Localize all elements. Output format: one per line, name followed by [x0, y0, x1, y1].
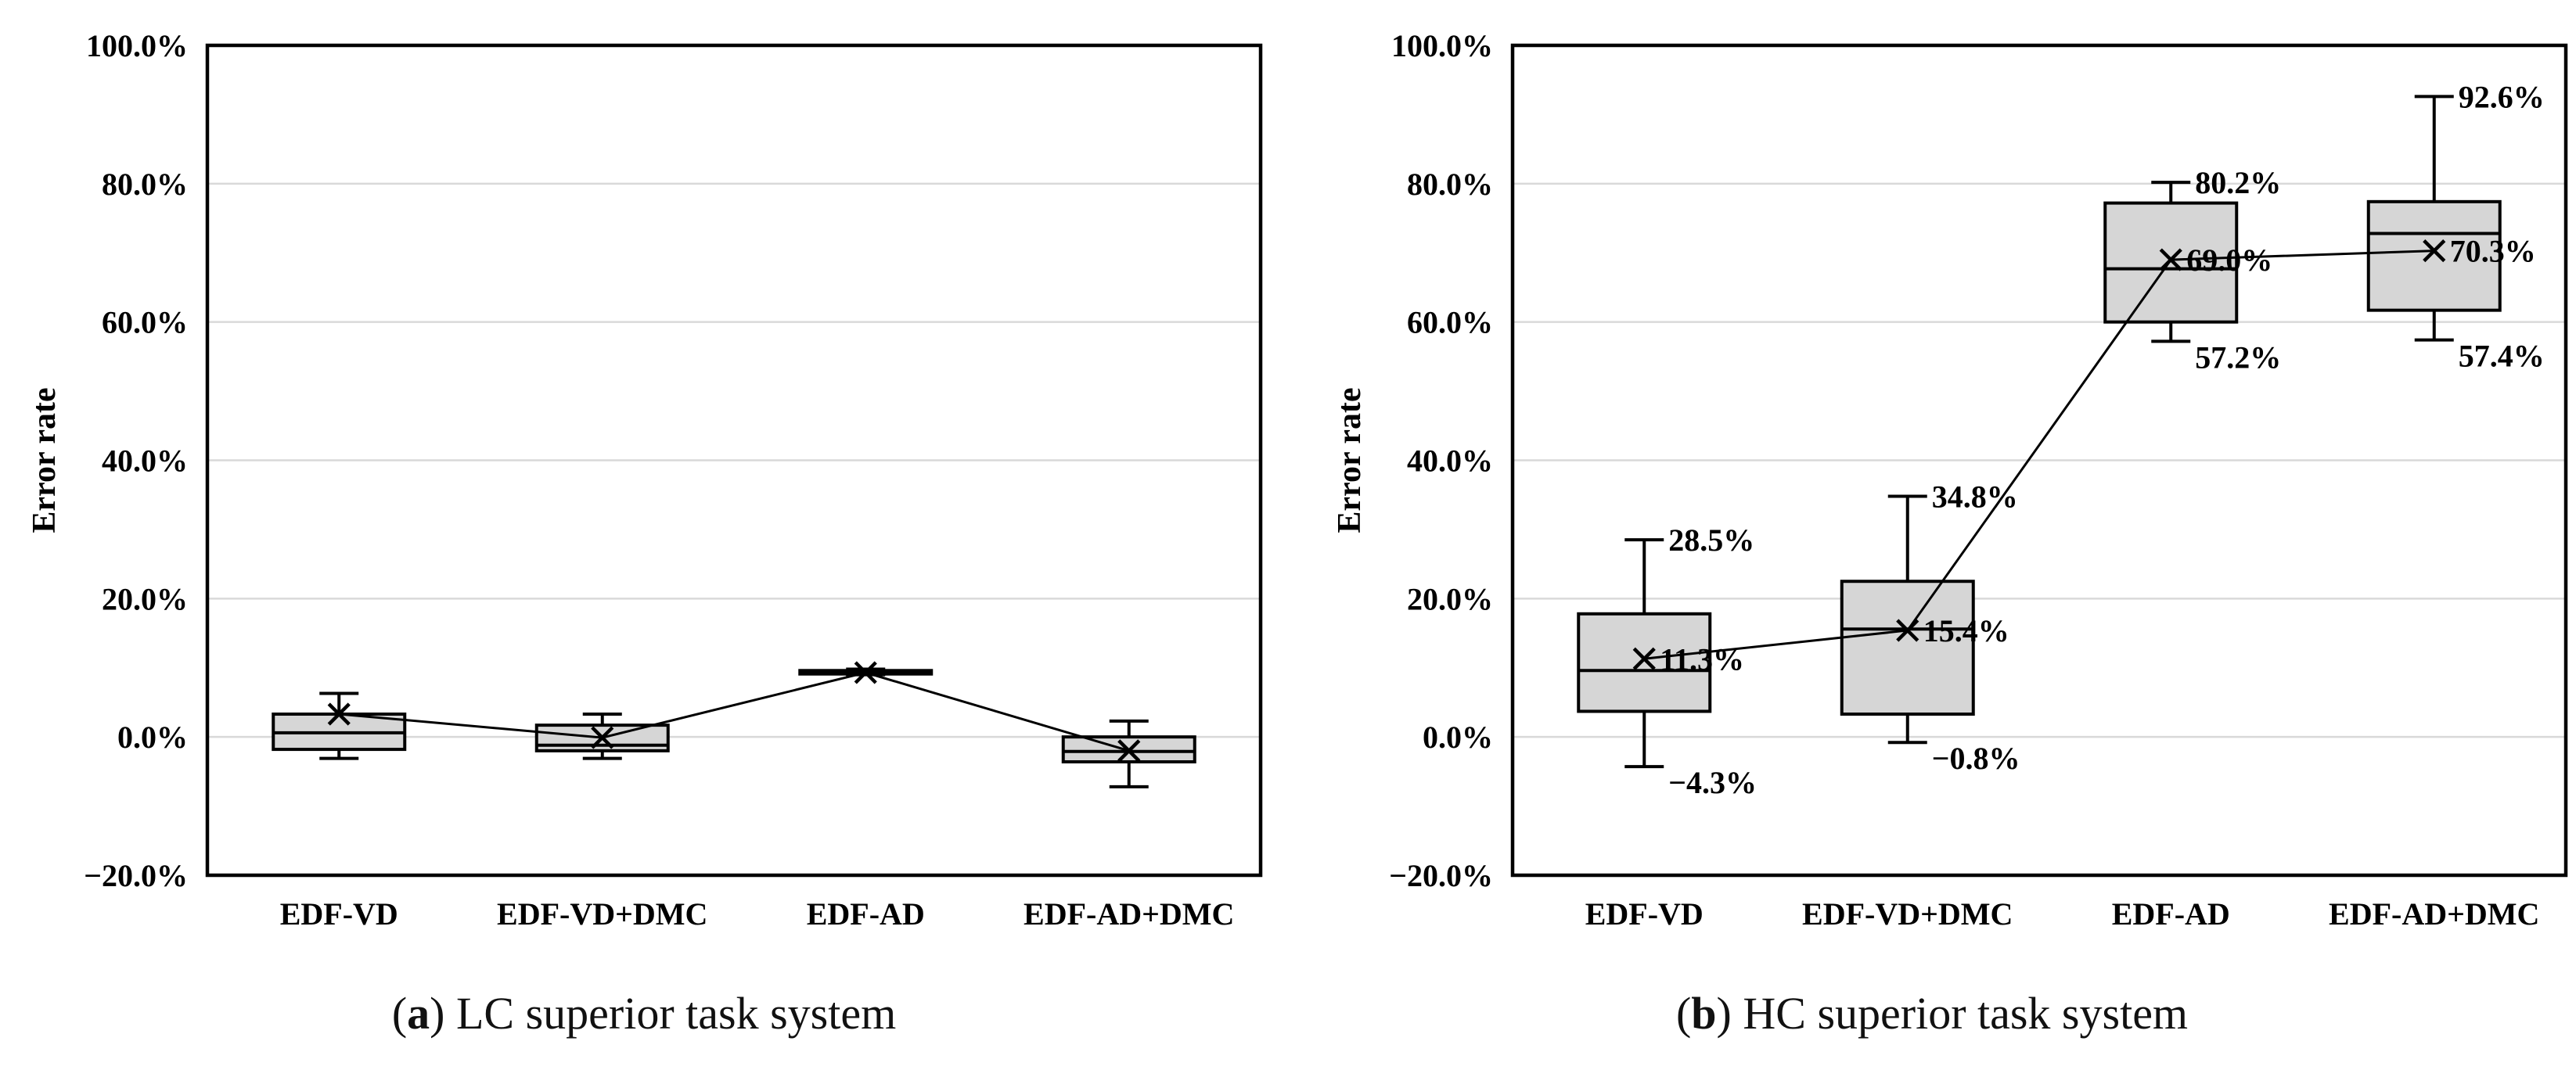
panel-b: 100.0% 80.0% 60.0% 40.0% 20.0% 0.0% −20.0% Erro…: [1288, 0, 2576, 1070]
caption-b-letter: b: [1691, 988, 1717, 1039]
caption-a-post: ): [430, 988, 456, 1039]
min-value-label: 57.2%: [2195, 339, 2281, 375]
mean-x-stroke: [1117, 739, 1141, 763]
caption-b-text: HC superior task system: [1743, 988, 2189, 1039]
mean-x-stroke: [327, 702, 351, 726]
caption-b-post: ): [1716, 988, 1743, 1039]
mean-value-label: 69.0%: [2186, 242, 2272, 278]
x-category-label: EDF-VD+DMC: [1802, 896, 2013, 932]
y-tick-label: −20.0%: [84, 858, 188, 893]
x-category-label: EDF-VD: [1585, 896, 1704, 932]
mean-x-stroke: [2159, 248, 2182, 271]
caption-a: (a) LC superior task system: [0, 987, 1288, 1039]
mean-value-label: 11.3%: [1660, 641, 1744, 677]
boxplot-chart-hc: 100.0% 80.0% 60.0% 40.0% 20.0% 0.0% −20.0% Erro…: [1332, 28, 2568, 932]
mean-marker: [1117, 739, 1141, 763]
mean-value-label: 15.4%: [1923, 613, 2009, 648]
y-axis-title: Error rate: [1332, 387, 1368, 533]
y-axis-title: Error rate: [27, 387, 63, 533]
max-value-label: 28.5%: [1668, 522, 1754, 558]
x-category-label: EDF-VD+DMC: [497, 896, 707, 932]
mean-connector-line: [339, 671, 1130, 752]
y-tick-label: 80.0%: [1407, 167, 1493, 202]
mean-marker: [591, 726, 614, 749]
box: [1840, 580, 1975, 716]
y-tick-label: −20.0%: [1389, 858, 1493, 893]
mean-marker: [1632, 647, 1656, 670]
x-category-label: EDF-AD: [2112, 896, 2230, 932]
y-tick-label: 40.0%: [102, 443, 188, 479]
y-tick-label: 20.0%: [1407, 581, 1493, 616]
x-category-label: EDF-VD: [280, 896, 398, 932]
box: [1577, 612, 1712, 713]
min-value-label: −4.3%: [1668, 765, 1757, 800]
x-axis-category-labels: EDF-VD EDF-VD+DMC EDF-AD EDF-AD+DMC: [280, 896, 1235, 932]
gridlines: [1513, 182, 2566, 738]
max-value-label: 34.8%: [1932, 479, 2018, 514]
mean-x-stroke: [591, 726, 614, 749]
box: [2366, 199, 2502, 312]
mean-x-stroke: [854, 661, 877, 684]
x-category-label: EDF-AD+DMC: [1024, 896, 1234, 932]
min-value-label: 57.4%: [2459, 339, 2545, 374]
mean-marker: [327, 702, 351, 726]
min-value-label: −0.8%: [1932, 741, 2020, 776]
mean-x-stroke: [1896, 619, 1919, 642]
x-category-label: EDF-AD+DMC: [2329, 896, 2539, 932]
box-group: [1577, 538, 1712, 769]
max-value-label: 92.6%: [2459, 79, 2545, 114]
x-category-label: EDF-AD: [807, 896, 925, 932]
panel-a: 100.0% 80.0% 60.0% 40.0% 20.0% 0.0% −20.0% Erro…: [0, 28, 1288, 1039]
caption-b: (b) HC superior task system: [1288, 987, 2576, 1039]
box-group: [2103, 181, 2239, 343]
plot-border: [1510, 43, 2568, 878]
box-group: [1840, 494, 1975, 745]
y-axis-tick-labels: 100.0% 80.0% 60.0% 40.0% 20.0% 0.0% −20.0%: [1389, 28, 1493, 893]
max-value-label: 80.2%: [2195, 165, 2281, 200]
caption-b-pre: (: [1675, 988, 1692, 1039]
y-tick-label: 60.0%: [1407, 305, 1493, 340]
x-axis-category-labels: EDF-VD EDF-VD+DMC EDF-AD EDF-AD+DMC: [1585, 896, 2540, 932]
mean-marker: [2423, 239, 2446, 263]
box-group: [2366, 95, 2502, 342]
box-group: [272, 691, 407, 760]
y-axis-tick-labels: 100.0% 80.0% 60.0% 40.0% 20.0% 0.0% −20.0%: [84, 28, 188, 893]
mean-marker: [1896, 619, 1919, 642]
box-group: [1061, 719, 1196, 788]
mean-value-label: 70.3%: [2450, 234, 2536, 269]
y-tick-label: 40.0%: [1407, 443, 1493, 479]
y-tick-label: 80.0%: [102, 167, 188, 202]
mean-x-stroke: [1632, 647, 1656, 670]
gridlines: [207, 182, 1261, 738]
mean-connector-line: [1644, 250, 2434, 660]
mean-x-stroke: [2423, 239, 2446, 263]
mean-marker: [2159, 248, 2182, 271]
y-tick-label: 100.0%: [86, 28, 188, 63]
caption-a-letter: a: [407, 988, 430, 1039]
y-tick-label: 0.0%: [1423, 720, 1493, 755]
caption-a-text: LC superior task system: [455, 988, 897, 1039]
y-tick-label: 20.0%: [102, 581, 188, 616]
caption-a-pre: (: [391, 988, 408, 1039]
y-tick-label: 100.0%: [1391, 28, 1493, 63]
box: [2103, 201, 2239, 324]
boxplot-chart-lc: 100.0% 80.0% 60.0% 40.0% 20.0% 0.0% −20.0% Erro…: [27, 28, 1263, 932]
mean-marker: [854, 661, 877, 684]
plot-border: [205, 43, 1263, 878]
y-tick-label: 60.0%: [102, 305, 188, 340]
y-tick-label: 0.0%: [117, 720, 188, 755]
